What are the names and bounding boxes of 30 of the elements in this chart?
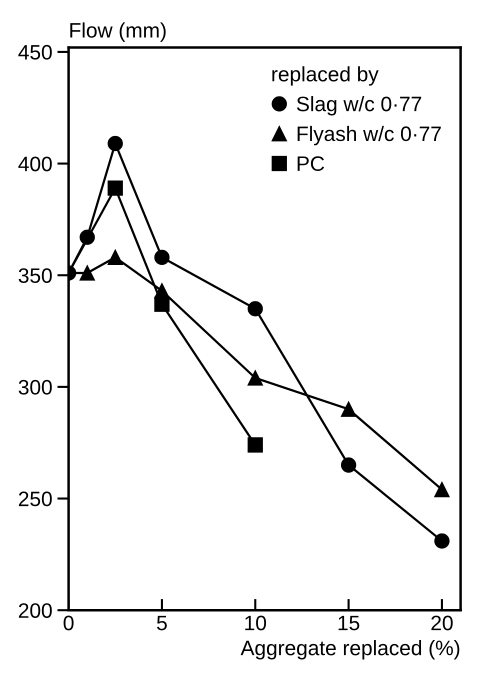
point bbox=[108, 136, 123, 152]
x-axis-title: Aggregate replaced (%) bbox=[240, 640, 460, 660]
x-tick-label: 0 bbox=[64, 616, 74, 630]
point bbox=[340, 457, 356, 473]
legend-title: replaced by bbox=[272, 66, 379, 86]
x-tick-label: 10 bbox=[245, 616, 266, 630]
y-tick-label: 350 bbox=[18, 268, 52, 283]
x-tick-label: 15 bbox=[338, 616, 360, 630]
y-tick-label: 400 bbox=[18, 156, 52, 172]
legend-label: PC bbox=[298, 156, 324, 172]
point bbox=[248, 301, 263, 316]
x-tick-label: 5 bbox=[156, 616, 167, 630]
y-axis-title: Flow (mm) bbox=[70, 22, 166, 42]
legend-label: Slag w/c 0·77 bbox=[296, 96, 422, 116]
point bbox=[108, 180, 123, 196]
point bbox=[108, 250, 123, 266]
point bbox=[248, 437, 263, 453]
y-tick-label: 250 bbox=[18, 492, 52, 506]
point bbox=[434, 533, 450, 549]
point bbox=[80, 265, 95, 281]
y-tick-label: 450 bbox=[18, 44, 52, 60]
y-tick-label: 300 bbox=[18, 380, 52, 395]
point bbox=[154, 250, 170, 266]
point bbox=[434, 482, 450, 498]
point bbox=[248, 370, 263, 386]
point bbox=[340, 402, 356, 417]
point bbox=[154, 296, 170, 312]
x-tick-label: 20 bbox=[431, 616, 453, 630]
y-tick-label: 200 bbox=[18, 603, 52, 618]
legend-label: Flyash w/c 0·77 bbox=[298, 126, 441, 146]
